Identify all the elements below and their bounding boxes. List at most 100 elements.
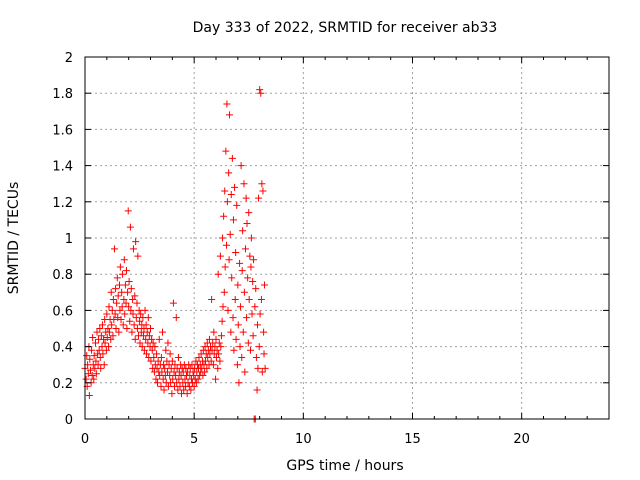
data-point bbox=[108, 306, 116, 314]
data-point bbox=[249, 277, 257, 285]
data-point bbox=[215, 350, 223, 358]
data-point bbox=[225, 169, 233, 177]
data-point bbox=[255, 194, 263, 202]
data-point bbox=[149, 339, 157, 347]
x-tick-label: 0 bbox=[81, 432, 89, 447]
x-tick-label: 20 bbox=[513, 432, 530, 447]
data-point bbox=[173, 379, 181, 387]
data-point bbox=[120, 256, 128, 264]
data-point bbox=[183, 390, 191, 398]
data-point bbox=[215, 339, 223, 347]
data-point bbox=[210, 328, 218, 336]
data-point bbox=[242, 194, 250, 202]
data-point bbox=[214, 270, 222, 278]
data-point bbox=[98, 343, 106, 351]
data-point bbox=[126, 317, 134, 325]
data-point bbox=[222, 241, 230, 249]
data-point bbox=[229, 216, 237, 224]
x-tick-labels: 0 5 10 15 20 bbox=[81, 432, 530, 447]
y-tick-label: 0.2 bbox=[52, 377, 73, 392]
data-point bbox=[223, 100, 231, 108]
data-point bbox=[260, 350, 268, 358]
data-point bbox=[218, 317, 226, 325]
data-point bbox=[246, 252, 254, 260]
data-point bbox=[241, 368, 249, 376]
x-tick-label: 15 bbox=[404, 432, 421, 447]
data-point bbox=[112, 285, 120, 293]
data-point bbox=[174, 353, 182, 361]
data-point bbox=[236, 259, 244, 267]
data-point bbox=[88, 346, 96, 354]
data-point bbox=[132, 314, 140, 322]
data-point bbox=[140, 325, 148, 332]
data-point bbox=[194, 375, 202, 383]
y-tick-label: 2 bbox=[65, 51, 73, 66]
data-point bbox=[123, 325, 131, 332]
data-point bbox=[181, 375, 189, 383]
data-point bbox=[157, 382, 165, 390]
data-point bbox=[259, 187, 267, 195]
data-point bbox=[217, 332, 225, 340]
data-point bbox=[252, 353, 260, 361]
data-point bbox=[154, 357, 162, 365]
data-point bbox=[246, 346, 254, 354]
data-point bbox=[129, 310, 137, 318]
data-point bbox=[102, 346, 110, 354]
data-point bbox=[238, 353, 246, 361]
data-point bbox=[192, 357, 200, 365]
data-point bbox=[129, 296, 137, 304]
data-point bbox=[91, 364, 99, 372]
data-point bbox=[233, 201, 241, 209]
data-point bbox=[234, 321, 242, 329]
data-point bbox=[258, 180, 266, 188]
data-point bbox=[219, 303, 227, 311]
data-point bbox=[225, 256, 233, 264]
data-point bbox=[133, 299, 141, 307]
data-point bbox=[138, 343, 146, 351]
data-point bbox=[248, 310, 256, 318]
data-point bbox=[121, 281, 129, 289]
data-point bbox=[92, 357, 100, 365]
x-axis-label: GPS time / hours bbox=[286, 458, 403, 474]
data-point bbox=[260, 281, 268, 289]
data-point bbox=[209, 361, 217, 369]
data-point bbox=[92, 370, 100, 378]
data-points bbox=[81, 86, 269, 423]
data-point bbox=[165, 361, 173, 369]
data-point bbox=[228, 154, 236, 162]
data-point bbox=[129, 245, 137, 253]
data-point bbox=[208, 296, 216, 304]
y-tick-label: 1.6 bbox=[52, 123, 73, 138]
data-point bbox=[161, 364, 169, 372]
data-point bbox=[122, 299, 130, 307]
data-point bbox=[96, 353, 104, 361]
data-point bbox=[100, 361, 108, 369]
y-tick-label: 0.6 bbox=[52, 304, 73, 319]
data-point bbox=[119, 270, 127, 278]
data-point bbox=[190, 372, 198, 380]
data-point bbox=[157, 353, 165, 361]
data-point bbox=[147, 357, 155, 365]
data-point bbox=[115, 328, 123, 336]
data-point bbox=[247, 263, 255, 271]
data-point bbox=[236, 343, 244, 351]
data-point bbox=[119, 321, 127, 329]
chart-title: Day 333 of 2022, SRMTID for receiver ab3… bbox=[193, 20, 498, 36]
data-point bbox=[209, 339, 217, 347]
data-point bbox=[169, 375, 177, 383]
data-point bbox=[152, 375, 160, 383]
data-point bbox=[142, 321, 150, 329]
data-point bbox=[115, 281, 123, 289]
data-point bbox=[105, 343, 113, 351]
data-point bbox=[84, 370, 92, 378]
data-point bbox=[234, 281, 242, 289]
data-point bbox=[247, 234, 255, 242]
data-point bbox=[253, 321, 261, 329]
data-point bbox=[164, 382, 172, 390]
data-point bbox=[159, 375, 167, 383]
data-point bbox=[219, 234, 227, 242]
data-point bbox=[168, 357, 176, 365]
data-point bbox=[142, 335, 150, 343]
